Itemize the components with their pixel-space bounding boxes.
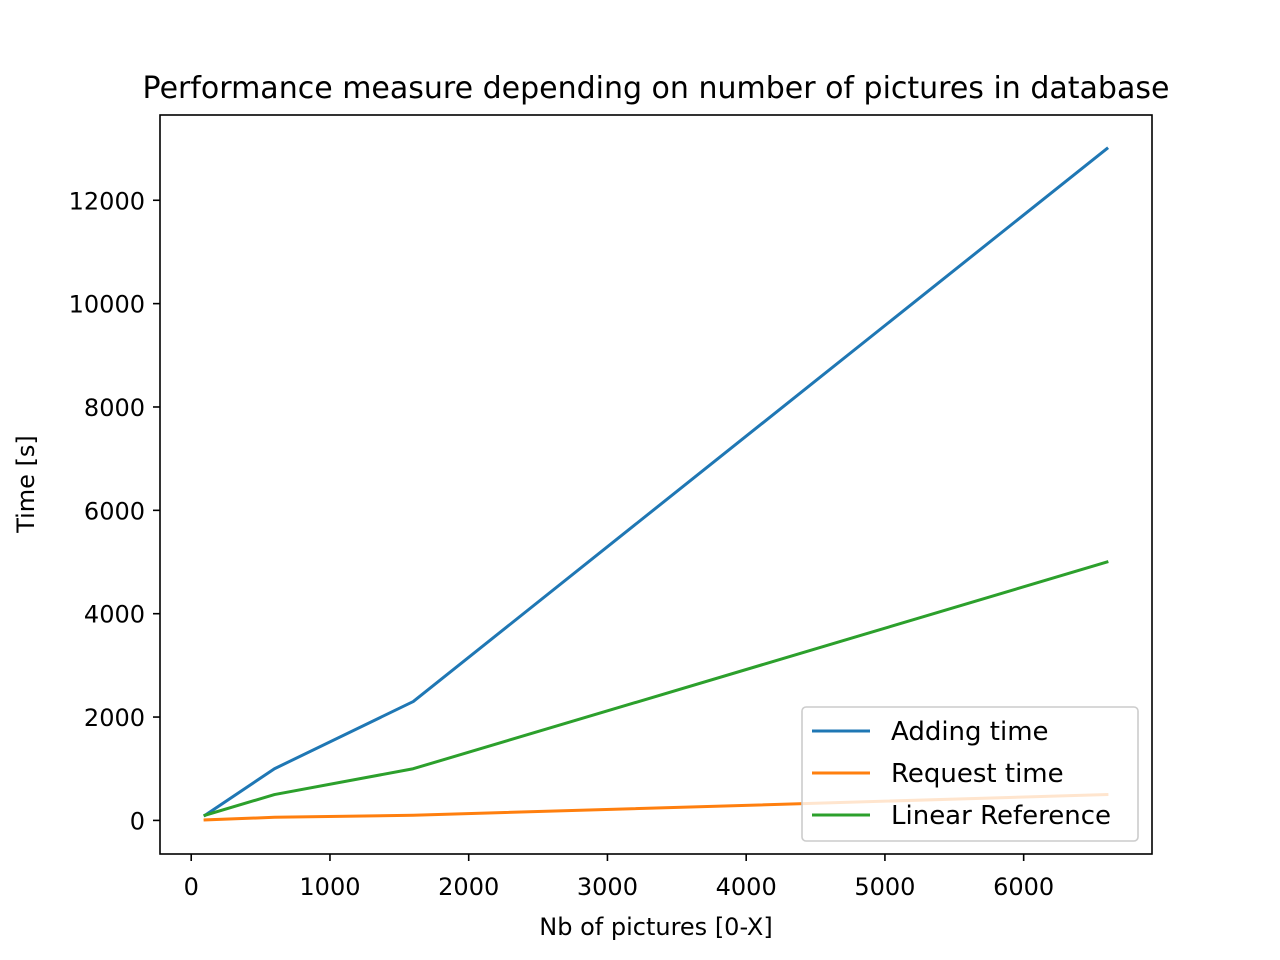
x-tick-label: 5000 [854,873,915,901]
series-line-1 [203,146,1110,818]
legend-label: Request time [891,759,1064,789]
x-tick-label: 2000 [438,873,499,901]
x-axis: 0 1000 2000 3000 4000 5000 6000 [184,854,1054,901]
chart-title: Performance measure depending on number … [143,71,1170,106]
y-axis-label: Time [s] [12,435,40,534]
x-tick-label: 3000 [577,873,638,901]
y-tick-label: 0 [130,807,145,835]
legend-label: Adding time [891,717,1049,747]
x-tick-label: 4000 [716,873,777,901]
y-tick-label: 2000 [84,704,145,732]
y-tick-label: 12000 [69,187,145,215]
y-tick-label: 4000 [84,601,145,629]
y-tick-label: 6000 [84,497,145,525]
y-axis: 0 2000 4000 6000 8000 10000 12000 [69,187,160,835]
x-tick-label: 0 [184,873,199,901]
legend-label: Linear Reference [891,801,1111,831]
x-tick-label: 1000 [299,873,360,901]
x-tick-label: 6000 [993,873,1054,901]
y-tick-label: 10000 [69,291,145,319]
plot-frame [159,114,1153,855]
x-axis-label: Nb of pictures [0-X] [539,913,772,941]
y-tick-label: 8000 [84,394,145,422]
legend: Adding time Request time Linear Reference [801,706,1139,842]
legend-box [801,706,1139,842]
series-line-3 [203,560,1109,818]
series-line-2 [203,793,1109,822]
plot-area [203,146,1110,822]
